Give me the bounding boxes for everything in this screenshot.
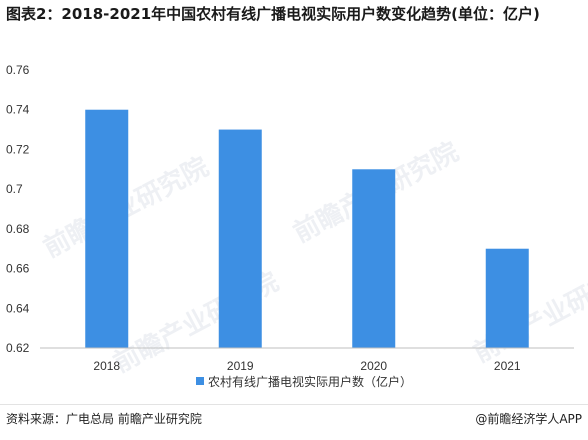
legend-swatch [196,377,204,385]
y-tick-label: 0.68 [6,222,30,236]
bars [85,109,529,348]
x-tick-label: 2020 [360,359,387,373]
x-tick-label: 2018 [93,359,120,373]
y-tick-label: 0.72 [6,142,30,156]
legend-label: 农村有线广播电视实际用户数（亿户） [208,374,412,389]
x-axis: 2018 2019 2020 2021 [93,359,521,373]
chart-title: 图表2：2018-2021年中国农村有线广播电视实际用户数变化趋势(单位：亿户) [6,5,540,23]
bar-2018 [85,109,129,348]
legend: 农村有线广播电视实际用户数（亿户） [196,374,412,389]
y-tick-label: 0.74 [6,103,30,117]
x-tick-label: 2021 [494,359,521,373]
bar-chart: 前瞻产业研究院前瞻产业研究院前瞻产业研究院前瞻产业研究院 0.620.640.6… [6,63,588,389]
x-tick-label: 2019 [227,359,254,373]
y-tick-label: 0.66 [6,262,30,276]
bar-2019 [218,129,262,348]
bar-2020 [352,169,396,348]
bar-2021 [485,248,529,348]
source-note: 资料来源：广电总局 前瞻产业研究院 [6,412,202,426]
footer-divider [0,404,588,405]
y-tick-label: 0.62 [6,341,30,355]
y-tick-label: 0.76 [6,63,30,77]
at-icon: @ [475,412,488,426]
y-tick-label: 0.64 [6,301,30,315]
y-tick-label: 0.7 [6,182,23,196]
brand-name: 前瞻经济学人APP [487,412,582,426]
y-axis: 0.62 0.64 0.66 0.68 0.7 0.72 0.74 0.76 [6,63,30,355]
brand-credit: @前瞻经济学人APP [475,410,582,427]
